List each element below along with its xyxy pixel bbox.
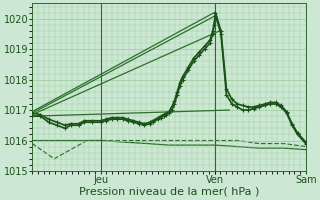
X-axis label: Pression niveau de la mer( hPa ): Pression niveau de la mer( hPa ) (79, 187, 259, 197)
